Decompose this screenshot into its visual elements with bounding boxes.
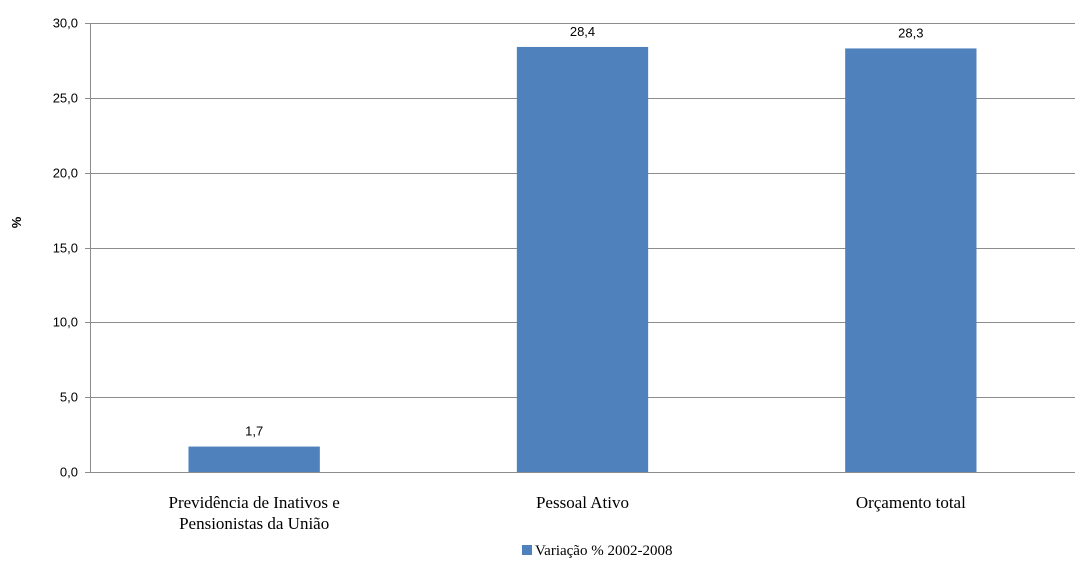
data-label: 28,4 xyxy=(570,24,595,39)
category-label-line: Orçamento total xyxy=(856,493,966,512)
y-tick-label: 15,0 xyxy=(53,241,78,256)
legend-label: Variação % 2002-2008 xyxy=(535,543,672,559)
legend-swatch xyxy=(522,545,532,555)
bar xyxy=(188,446,320,472)
category-label-line: Previdência de Inativos e xyxy=(168,493,339,512)
category-label: Previdência de Inativos e Pensionistas da… xyxy=(168,493,339,533)
y-tick-label: 25,0 xyxy=(53,91,78,106)
category-label-line: Pensionistas da União xyxy=(179,514,329,533)
bar xyxy=(516,46,649,473)
category-label: Pessoal Ativo xyxy=(536,493,629,512)
data-label: 28,3 xyxy=(898,25,923,40)
y-tick-label: 5,0 xyxy=(60,390,78,405)
bars xyxy=(188,46,977,473)
y-tick-label: 30,0 xyxy=(53,16,78,31)
bar xyxy=(845,48,977,473)
category-label-line: Pessoal Ativo xyxy=(536,493,629,512)
axes xyxy=(85,23,1075,473)
y-tick-label: 20,0 xyxy=(53,166,78,181)
y-axis-label: % xyxy=(9,216,24,228)
data-label: 1,7 xyxy=(245,424,263,439)
category-label: Orçamento total xyxy=(856,493,966,512)
y-tick-label: 10,0 xyxy=(53,315,78,330)
labels: 0,0 5,0 10,0 15,0 20,0 25,0 30,0% 1,7 Previdênci… xyxy=(9,16,966,534)
y-tick-label: 0,0 xyxy=(60,465,78,480)
legend: Variação % 2002-2008 xyxy=(522,543,672,559)
